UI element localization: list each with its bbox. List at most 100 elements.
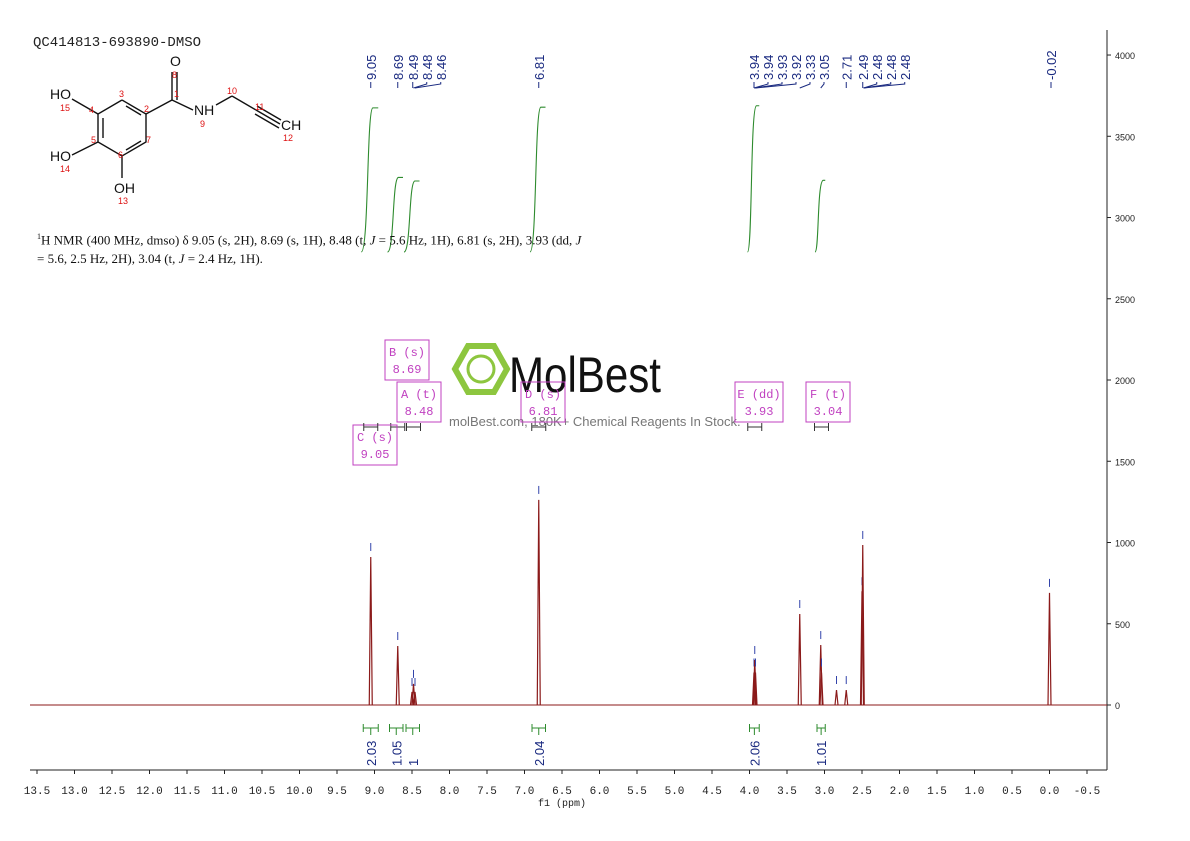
- atom-number: 3: [119, 89, 124, 99]
- peak-leader: [755, 82, 797, 89]
- integral-curve: [746, 105, 760, 253]
- chart-title: QC414813-693890-DMSO: [33, 35, 201, 51]
- multiplet-name: A (t): [401, 388, 437, 402]
- x-tick-label: 8.5: [402, 786, 422, 798]
- bond: [125, 105, 142, 116]
- description-text: J: [575, 232, 582, 248]
- peak-label: 2.48: [884, 55, 899, 80]
- peak-label: 2.48: [870, 55, 885, 80]
- x-tick-label: 7.5: [477, 786, 497, 798]
- multiplet-name: F (t): [810, 388, 846, 402]
- peak-leader: [799, 82, 811, 89]
- peak-leader: [413, 82, 428, 89]
- bond: [171, 99, 194, 111]
- peak-label: 3.93: [775, 55, 790, 80]
- x-tick-label: 2.0: [890, 786, 910, 798]
- integral-curve: [360, 107, 379, 253]
- integral-label: 1: [406, 759, 421, 766]
- atom-numbers: 15 4 3 2 1 8 10 11 9 12 7 5 6 14 13: [60, 70, 293, 206]
- atom-number: 1: [174, 89, 179, 99]
- atom-label: O: [170, 53, 181, 69]
- peak-label: 2.48: [898, 55, 913, 80]
- peak-label: 6.81: [532, 55, 547, 80]
- peak: [797, 613, 802, 706]
- description-text: = 5.6 Hz, 1H), 6.81 (s, 2H), 3.93 (dd,: [375, 232, 576, 248]
- atom-number: 13: [118, 196, 128, 206]
- description-text: J: [369, 232, 376, 248]
- peak-label: -0.02: [1044, 50, 1059, 80]
- bond: [256, 105, 282, 121]
- peak-leader: [414, 82, 442, 89]
- x-tick-label: 13.5: [24, 786, 50, 798]
- ring: [97, 99, 147, 157]
- peak-leader: [753, 82, 769, 89]
- x-tick-label: 0.5: [1002, 786, 1022, 798]
- peak: [834, 689, 839, 706]
- y-tick-label: 2500: [1115, 295, 1135, 305]
- multiplet-name: E (dd): [737, 388, 780, 402]
- bond: [145, 99, 173, 115]
- peak: [860, 544, 865, 706]
- y-tick-label: 0: [1115, 701, 1120, 711]
- x-tick-label: 9.5: [327, 786, 347, 798]
- multiplet-range: [406, 423, 421, 431]
- x-tick-label: 1.5: [927, 786, 947, 798]
- multiplet-range: [531, 423, 547, 431]
- peak: [412, 691, 418, 706]
- integral-bracket: [749, 724, 760, 735]
- multiplet-range: [747, 423, 763, 431]
- multiplet-name: D (s): [525, 388, 561, 402]
- multiplet-box: [396, 381, 442, 423]
- bond: [254, 113, 280, 129]
- peak: [536, 499, 541, 706]
- atom-label: OH: [114, 180, 135, 196]
- multiplet-box: [734, 381, 784, 423]
- multiplet-shift: 6.81: [529, 405, 558, 419]
- peak: [819, 672, 824, 706]
- bond: [231, 95, 257, 111]
- peak: [395, 646, 400, 706]
- integral-bracket: [816, 724, 826, 735]
- x-tick-label: 10.0: [286, 786, 312, 798]
- structure: [71, 72, 282, 178]
- atom-number: 2: [144, 104, 149, 114]
- atoms: HO O NH CH HO OH: [50, 53, 301, 196]
- x-tick-label: 12.0: [136, 786, 162, 798]
- x-tick-label: 6.0: [590, 786, 610, 798]
- bond: [215, 95, 233, 106]
- x-tick-label: -0.5: [1074, 786, 1100, 798]
- logo-hexagon: [451, 343, 511, 395]
- description-text: = 5.6, 2.5 Hz, 2H), 3.04 (t,: [37, 251, 179, 266]
- x-tick-label: 9.0: [365, 786, 385, 798]
- atom-number: 6: [118, 150, 123, 160]
- multiplet-shift: 8.48: [405, 405, 434, 419]
- peak-label: 8.46: [434, 55, 449, 80]
- integral-label: 1.05: [389, 741, 404, 766]
- x-tick-label: 5.0: [665, 786, 685, 798]
- multiplet-name: C (s): [357, 431, 393, 445]
- atom-label: HO: [50, 86, 71, 102]
- peak-label: 8.69: [391, 55, 406, 80]
- description-text: H NMR (400 MHz, dmso) δ 9.05 (s, 2H), 8.…: [41, 232, 370, 248]
- multiplet-shift: 9.05: [361, 448, 390, 462]
- atom-number: 9: [200, 119, 205, 129]
- peak: [409, 691, 415, 706]
- x-tick-label: 4.5: [702, 786, 722, 798]
- atom-number: 7: [146, 135, 151, 145]
- atom-number: 8: [172, 70, 177, 80]
- x-tick-label: 7.0: [515, 786, 535, 798]
- peak-label: 8.48: [420, 55, 435, 80]
- integral-bracket: [362, 724, 379, 735]
- integral-label: 1.01: [814, 741, 829, 766]
- bond: [71, 98, 99, 115]
- atom-label: NH: [194, 102, 214, 118]
- peak-leader: [863, 82, 878, 89]
- multiplet-box: [384, 339, 430, 381]
- multiplet-name: B (s): [389, 346, 425, 360]
- y-tick-label: 500: [1115, 620, 1130, 630]
- peak-label: 2.71: [839, 55, 854, 80]
- atom-number: 4: [89, 105, 94, 115]
- peak-leader: [820, 82, 825, 89]
- peak: [1047, 592, 1052, 706]
